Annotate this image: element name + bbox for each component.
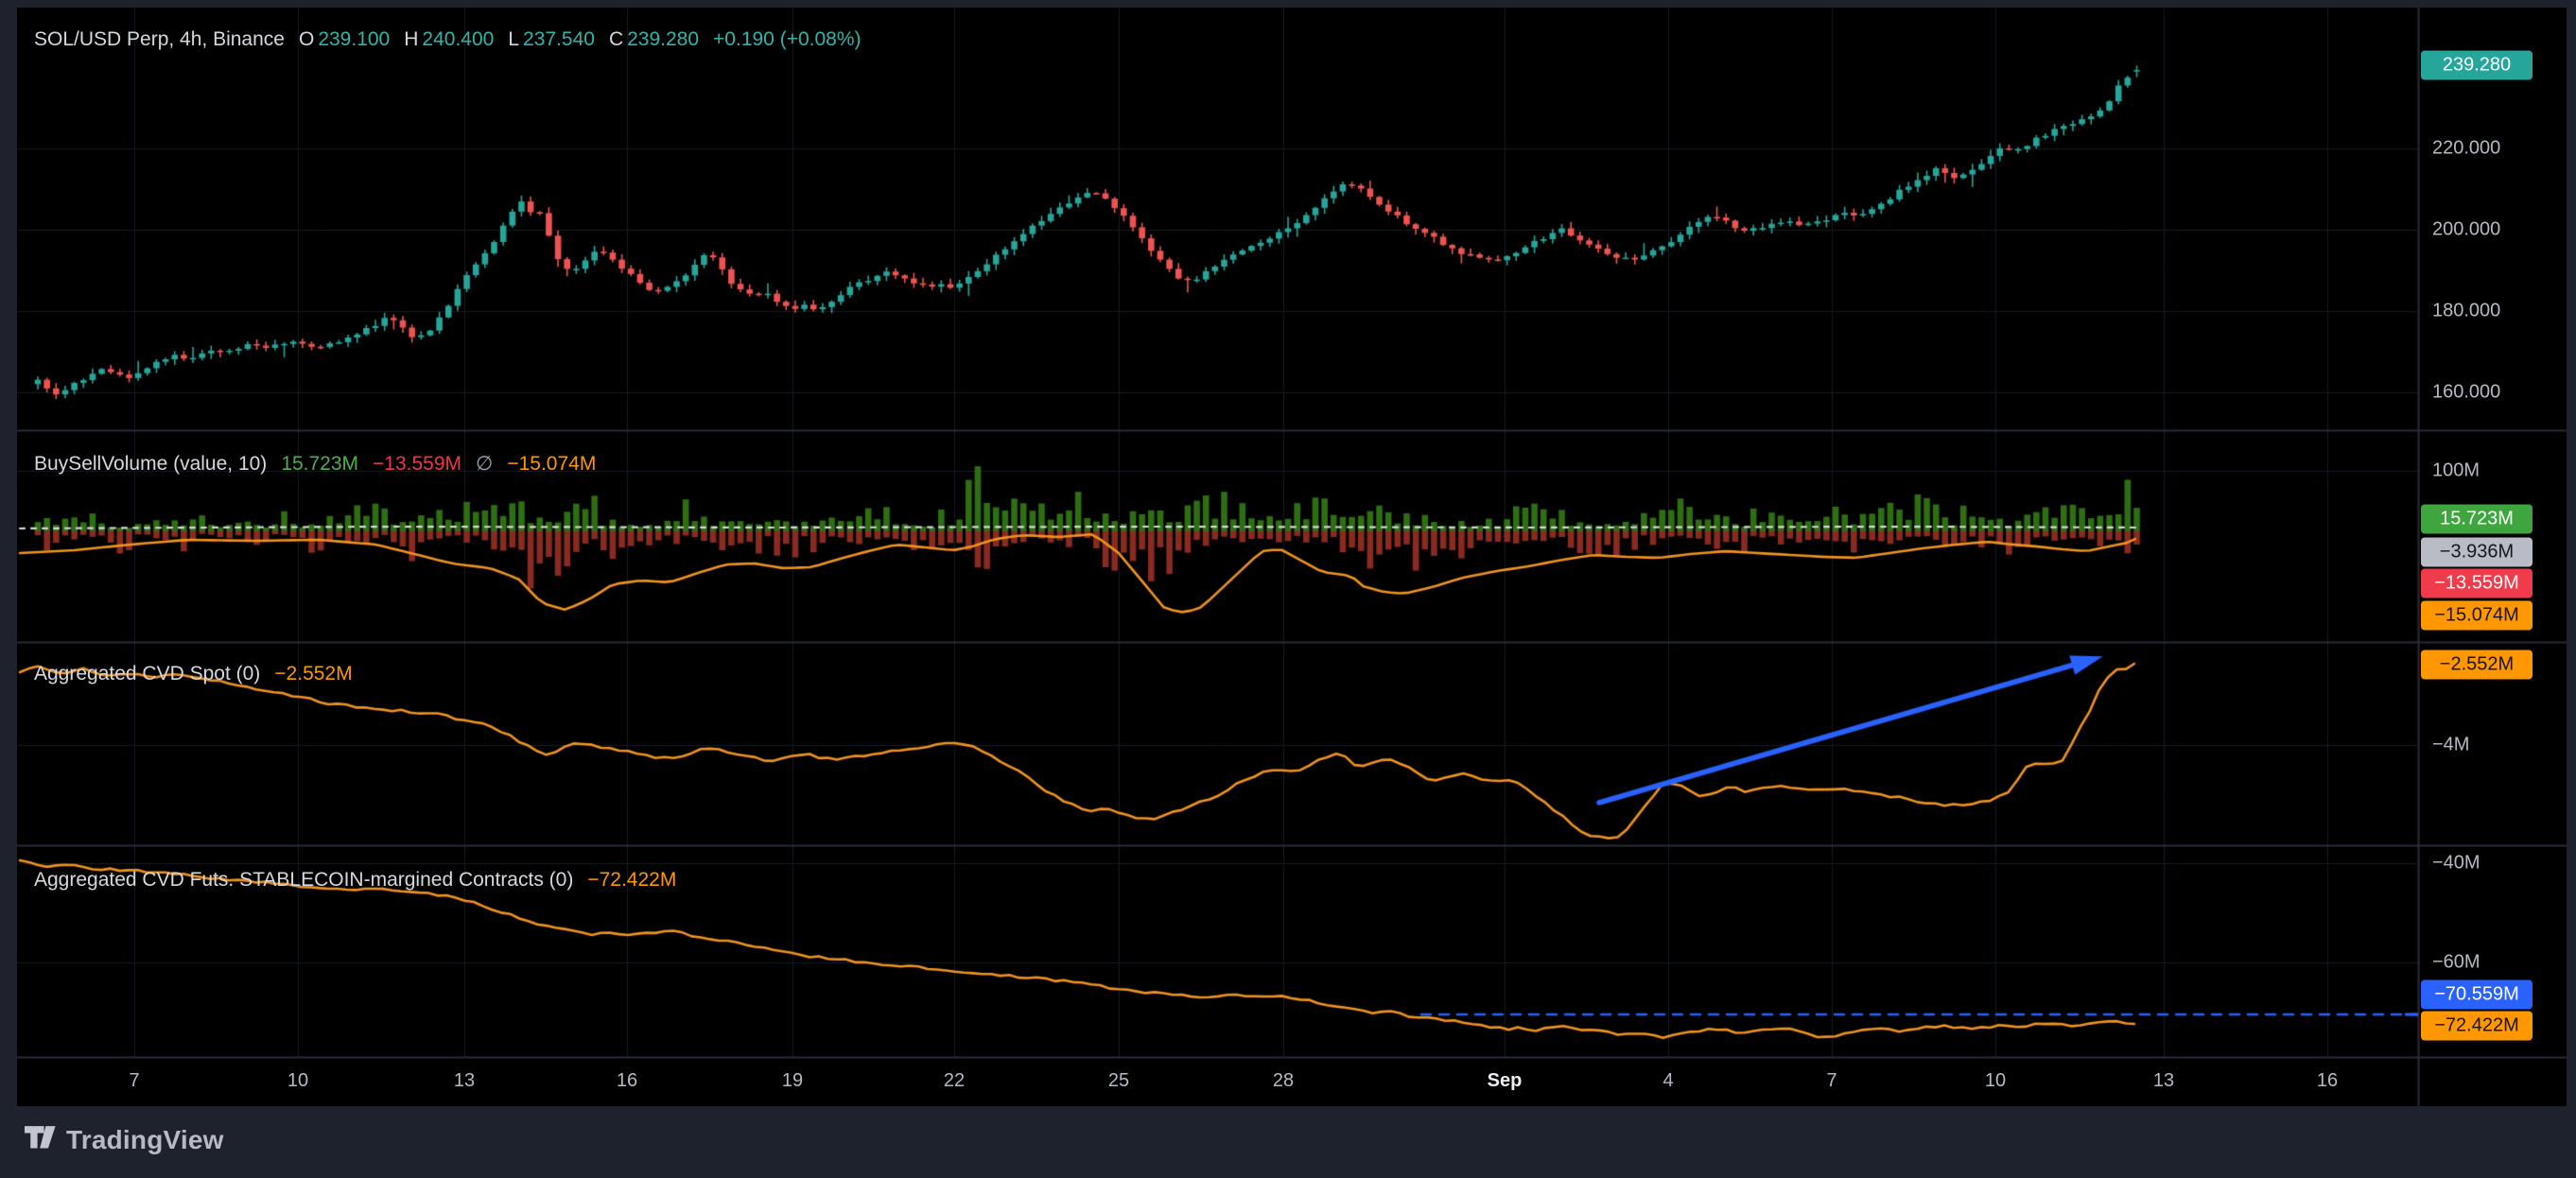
price-axis[interactable] — [2418, 8, 2567, 1057]
volume-sell-value: −13.559M — [373, 453, 461, 476]
volume-legend: BuySellVolume (value, 10) 15.723M −13.55… — [34, 452, 596, 476]
low-value: 237.540 — [523, 28, 595, 51]
high-value: 240.400 — [422, 28, 494, 51]
symbol-title[interactable]: SOL/USD Perp, 4h, Binance — [34, 28, 285, 51]
time-axis[interactable] — [17, 1057, 2418, 1106]
chart-canvas[interactable] — [0, 0, 2576, 1178]
cvd-spot-value: −2.552M — [274, 663, 352, 685]
cvd-spot-legend: Aggregated CVD Spot (0) −2.552M — [34, 663, 353, 685]
cvd-spot-title[interactable]: Aggregated CVD Spot (0) — [34, 663, 260, 685]
volume-ma-value: −15.074M — [507, 453, 596, 476]
tradingview-logo-text: TradingView — [66, 1125, 224, 1155]
change-value: +0.190 (+0.08%) — [713, 28, 861, 51]
open-value: 239.100 — [318, 28, 390, 51]
tradingview-logo-link[interactable]: TradingView — [25, 1125, 224, 1155]
close-value: 239.280 — [627, 28, 699, 51]
cvd-futs-legend: Aggregated CVD Futs. STABLECOIN-margined… — [34, 869, 676, 892]
cvd-futs-value: −72.422M — [587, 869, 676, 892]
tradingview-chart-widget: SOL/USD Perp, 4h, Binance O239.100 H240.… — [0, 0, 2576, 1178]
volume-buy-value: 15.723M — [281, 453, 358, 476]
low-label: L — [508, 28, 519, 51]
high-label: H — [404, 28, 418, 51]
cvd-futs-title[interactable]: Aggregated CVD Futs. STABLECOIN-margined… — [34, 869, 573, 892]
tradingview-logo-icon — [25, 1126, 57, 1154]
symbol-header: SOL/USD Perp, 4h, Binance O239.100 H240.… — [34, 28, 862, 51]
volume-indicator-title[interactable]: BuySellVolume (value, 10) — [34, 453, 267, 476]
close-label: C — [609, 28, 623, 51]
open-label: O — [299, 28, 314, 51]
volume-avg-symbol: ∅ — [476, 452, 493, 476]
